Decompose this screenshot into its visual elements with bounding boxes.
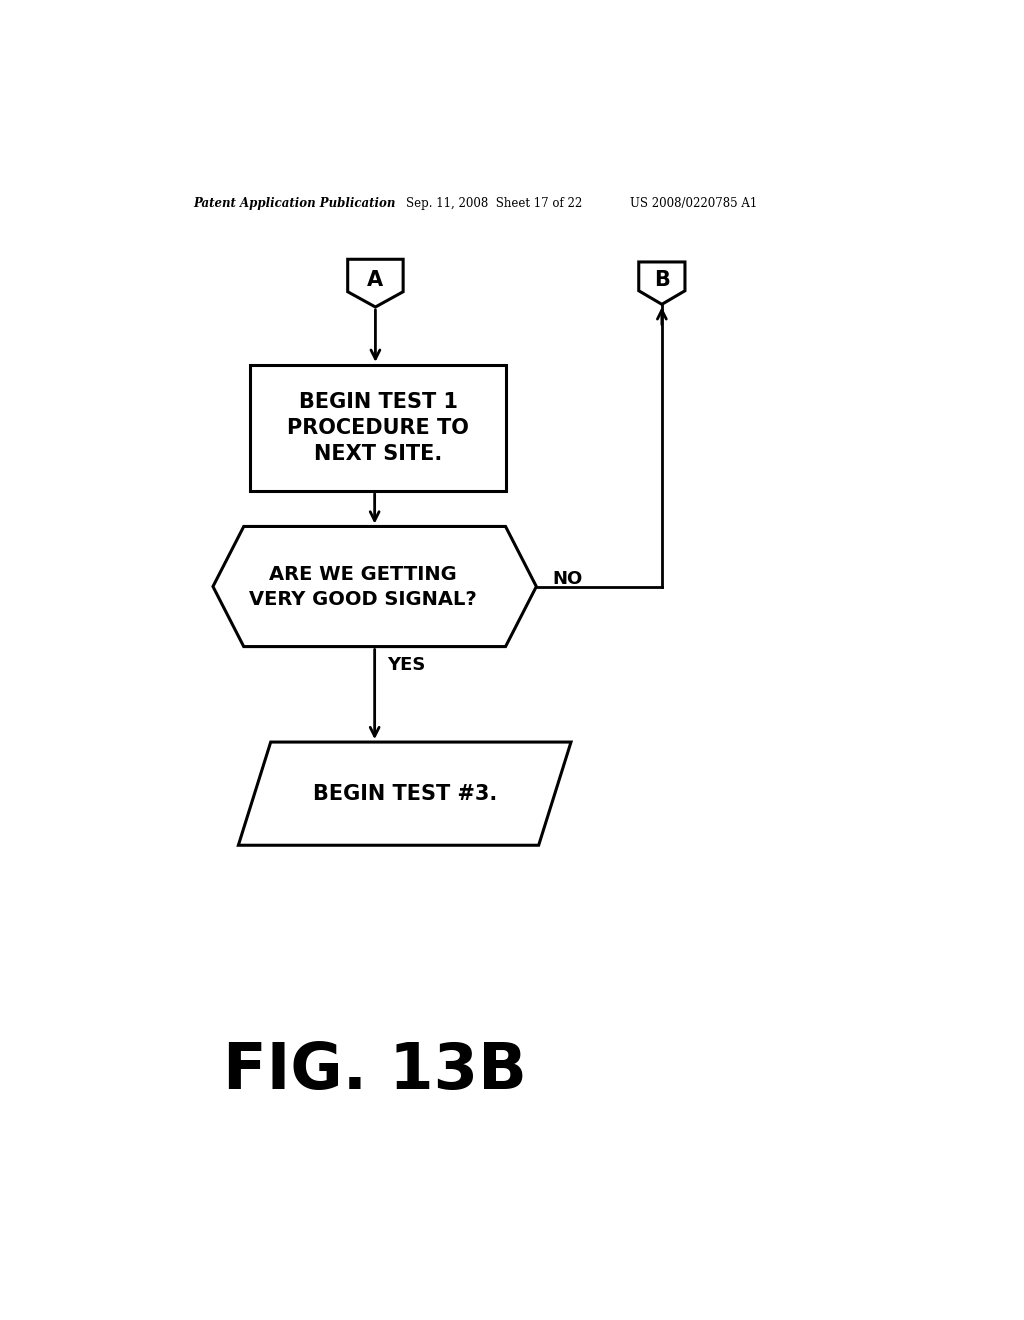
Text: Patent Application Publication: Patent Application Publication — [194, 197, 396, 210]
Text: ARE WE GETTING
VERY GOOD SIGNAL?: ARE WE GETTING VERY GOOD SIGNAL? — [249, 565, 477, 609]
Text: A: A — [368, 269, 383, 289]
Text: BEGIN TEST #3.: BEGIN TEST #3. — [312, 784, 497, 804]
Text: YES: YES — [387, 656, 425, 675]
Text: BEGIN TEST 1
PROCEDURE TO
NEXT SITE.: BEGIN TEST 1 PROCEDURE TO NEXT SITE. — [287, 392, 469, 465]
Text: NO: NO — [553, 570, 583, 587]
Text: Sep. 11, 2008  Sheet 17 of 22: Sep. 11, 2008 Sheet 17 of 22 — [407, 197, 583, 210]
Bar — [250, 364, 506, 491]
Text: FIG. 13B: FIG. 13B — [223, 1040, 527, 1102]
Text: B: B — [654, 271, 670, 290]
Text: US 2008/0220785 A1: US 2008/0220785 A1 — [630, 197, 757, 210]
